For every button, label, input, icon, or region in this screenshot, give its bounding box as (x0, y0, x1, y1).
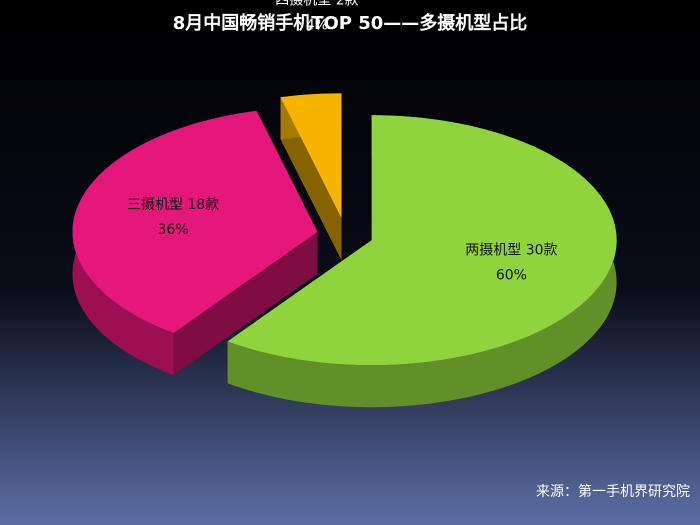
data-label: 三摄机型 18款 (127, 197, 219, 213)
slice-wall (227, 115, 617, 408)
data-label: 36% (158, 222, 189, 238)
chart-title: 8月中国畅销手机TOP 50——多摄机型占比 (173, 12, 528, 34)
data-label: 4% (306, 18, 328, 34)
slice (280, 93, 342, 219)
data-label: 60% (496, 267, 527, 283)
data-label: 四摄机型 2款 (275, 0, 358, 9)
slice (227, 115, 617, 366)
source: 来源：第一手机界研究院 (536, 483, 690, 500)
slice-side (173, 231, 318, 375)
slice (72, 110, 318, 333)
data-label: 两摄机型 30款 (465, 242, 557, 258)
slice-side (280, 97, 342, 261)
